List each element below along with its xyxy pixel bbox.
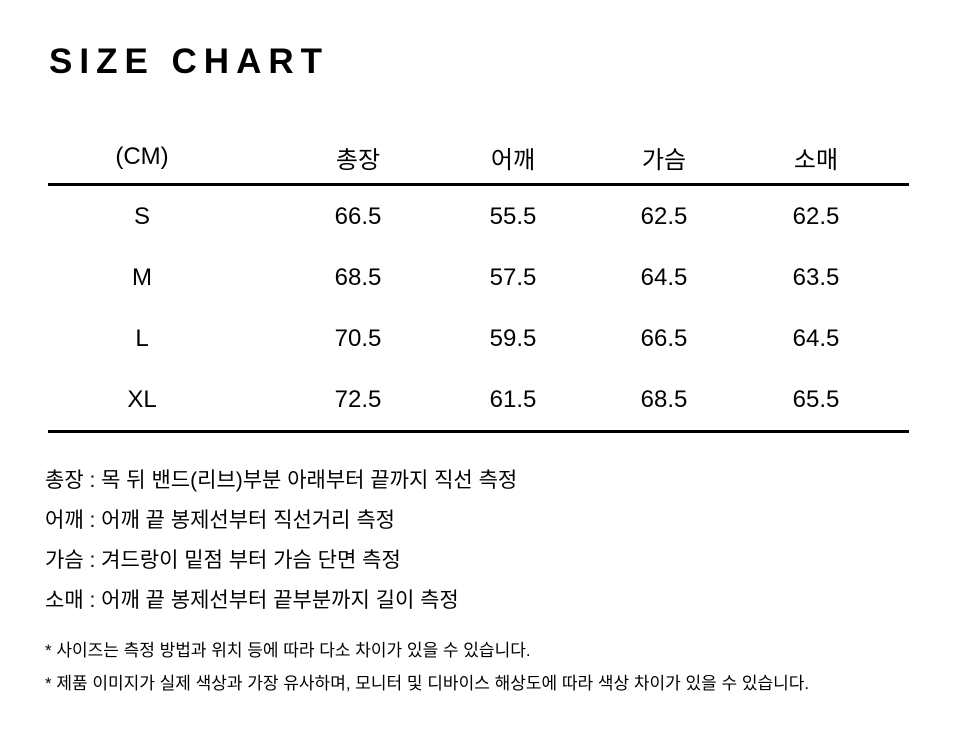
- value-cell: 72.5: [334, 385, 382, 413]
- value-cell: 57.5: [489, 263, 537, 291]
- disclaimer-notes: * 사이즈는 측정 방법과 위치 등에 따라 다소 차이가 있을 수 있습니다.…: [45, 634, 809, 700]
- size-cell: M: [132, 263, 152, 291]
- value-cell: 68.5: [334, 263, 382, 291]
- table-row-m: M 68.5 57.5 64.5 63.5: [48, 247, 909, 308]
- page-title: SIZE CHART: [49, 42, 329, 81]
- unit-label: (CM): [115, 143, 169, 170]
- table-row-s: S 66.5 55.5 62.5 62.5: [48, 186, 909, 247]
- value-cell: 66.5: [334, 202, 382, 230]
- disclaimer-size: * 사이즈는 측정 방법과 위치 등에 따라 다소 차이가 있을 수 있습니다.: [45, 641, 531, 660]
- column-header-chest: 가슴: [641, 146, 687, 174]
- size-cell: S: [133, 202, 150, 230]
- column-header-sleeve: 소매: [793, 146, 839, 174]
- measurement-note-sleeve: 소매 : 어깨 끝 봉제선부터 끝부분까지 길이 측정: [45, 589, 459, 612]
- size-cell: XL: [127, 385, 157, 413]
- value-cell: 63.5: [792, 263, 840, 291]
- table-header-row: (CM) 총장 어깨 가슴 소매: [48, 131, 909, 183]
- value-cell: 66.5: [640, 324, 688, 352]
- table-top-rule: [48, 183, 909, 186]
- size-table: (CM) 총장 어깨 가슴 소매 S 66.5 55.5 62.5 62.5 M…: [48, 131, 909, 433]
- value-cell: 59.5: [489, 324, 537, 352]
- measurement-note-shoulder: 어깨 : 어깨 끝 봉제선부터 직선거리 측정: [45, 509, 395, 532]
- value-cell: 65.5: [792, 385, 840, 413]
- size-cell: L: [135, 324, 149, 352]
- column-header-length: 총장: [335, 146, 381, 174]
- measurement-notes: 총장 : 목 뒤 밴드(리브)부분 아래부터 끝까지 직선 측정 어깨 : 어깨…: [45, 461, 517, 621]
- measurement-note-length: 총장 : 목 뒤 밴드(리브)부분 아래부터 끝까지 직선 측정: [45, 469, 518, 492]
- table-bottom-rule: [48, 430, 909, 433]
- value-cell: 62.5: [640, 202, 688, 230]
- value-cell: 68.5: [640, 385, 688, 413]
- value-cell: 62.5: [792, 202, 840, 230]
- disclaimer-color: * 제품 이미지가 실제 색상과 가장 유사하며, 모니터 및 디바이스 해상도…: [45, 674, 810, 693]
- table-row-xl: XL 72.5 61.5 68.5 65.5: [48, 369, 909, 430]
- value-cell: 64.5: [792, 324, 840, 352]
- table-row-l: L 70.5 59.5 66.5 64.5: [48, 308, 909, 369]
- column-header-shoulder: 어깨: [490, 146, 536, 174]
- value-cell: 70.5: [334, 324, 382, 352]
- value-cell: 61.5: [489, 385, 537, 413]
- measurement-note-chest: 가슴 : 겨드랑이 밑점 부터 가슴 단면 측정: [45, 549, 401, 572]
- value-cell: 64.5: [640, 263, 688, 291]
- value-cell: 55.5: [489, 202, 537, 230]
